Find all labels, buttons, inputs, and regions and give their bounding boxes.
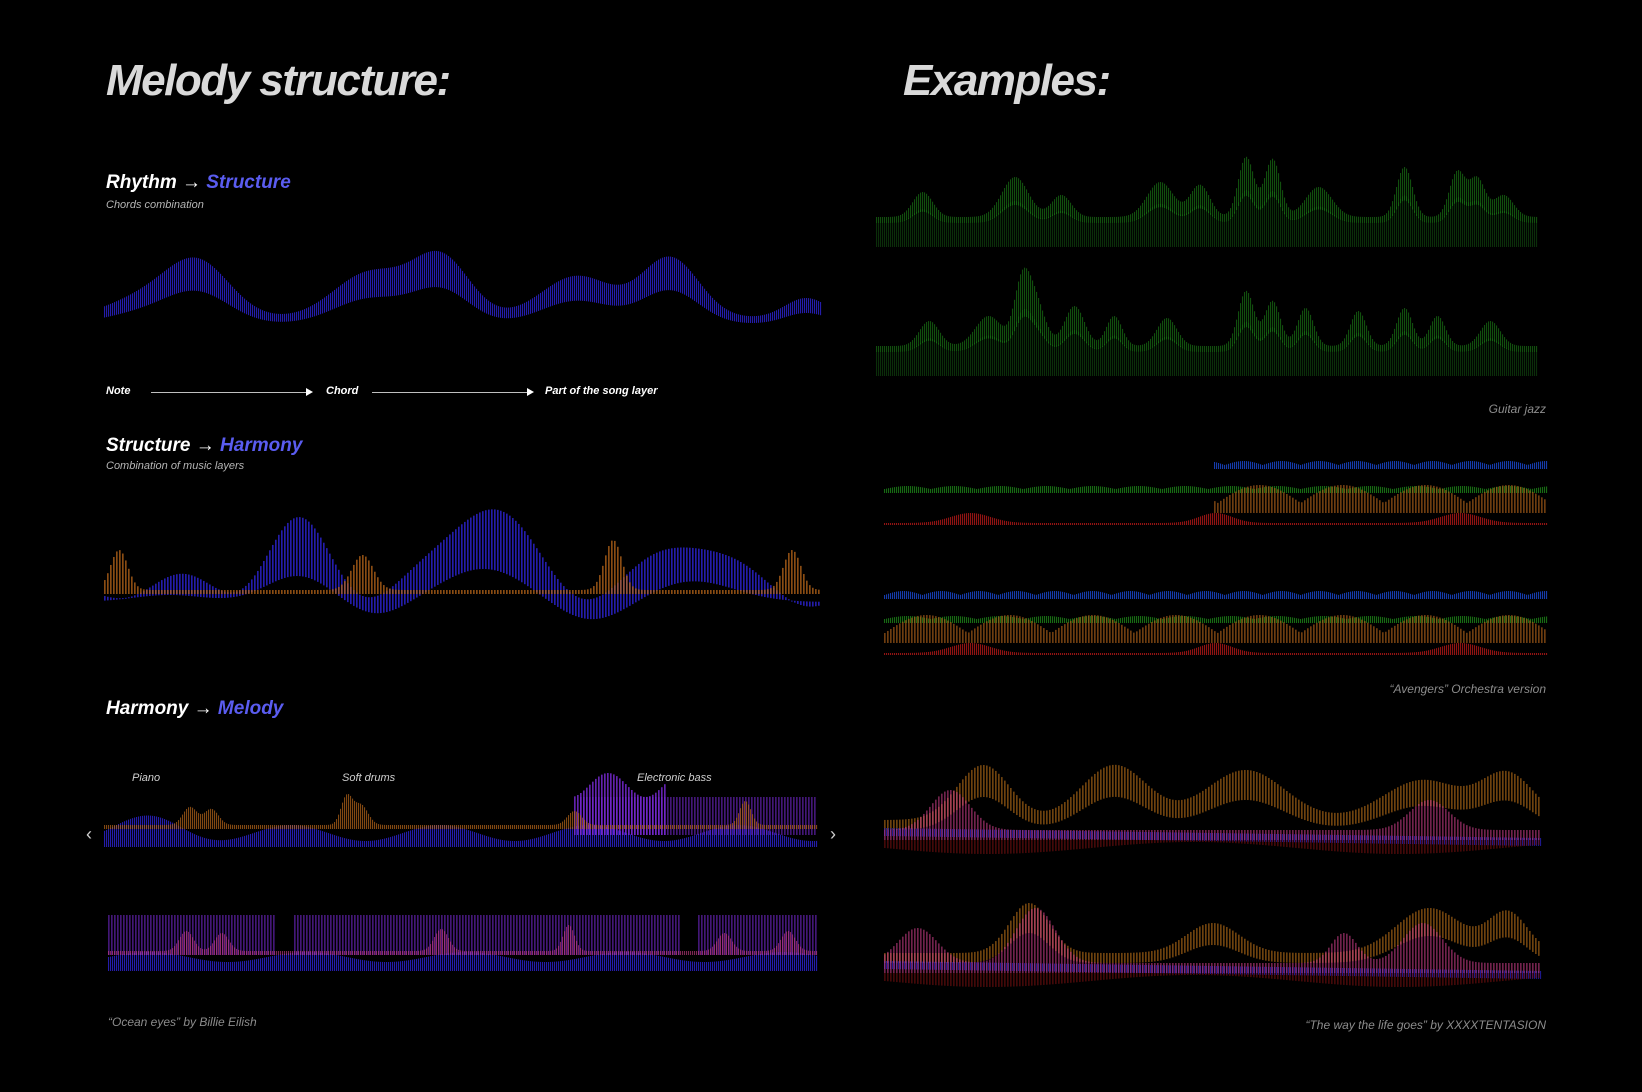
flow-note-label: Note (106, 385, 131, 397)
rhythm-label: Rhythm (106, 172, 177, 193)
avengers-waveform-2 (884, 591, 1548, 655)
melody-structure-title: Melody structure: (106, 56, 451, 105)
avengers-waveform-1 (884, 461, 1548, 525)
examples-title: Examples: (903, 56, 1111, 105)
structure-harmony-heading: Structure → Harmony (106, 435, 302, 457)
soft-drums-label: Soft drums (342, 772, 396, 784)
carousel-next-icon[interactable]: › (830, 824, 836, 844)
rhythm-structure-heading: Rhythm → Structure (106, 172, 291, 194)
rhythm-waveform (104, 250, 822, 323)
arrow-icon: → (193, 698, 213, 719)
structure-label: Structure (206, 172, 291, 193)
carousel-prev-icon[interactable]: ‹ (86, 824, 92, 844)
arrow-icon: → (182, 172, 202, 193)
melody-label: Melody (217, 698, 284, 719)
harmony-waveform (104, 509, 820, 620)
structure-from-label: Structure (106, 435, 191, 456)
electronic-bass-label: Electronic bass (637, 772, 712, 784)
flow-arrow-icon (151, 388, 313, 396)
piano-label: Piano (132, 772, 161, 784)
xxx-waveform-2 (884, 903, 1542, 987)
ocean-eyes-caption: “Ocean eyes” by Billie Eilish (108, 1015, 257, 1029)
rhythm-subtitle: Chords combination (106, 199, 204, 211)
harmony-label: Harmony (220, 435, 303, 456)
melody-waveform-2 (108, 915, 818, 971)
guitar-jazz-caption: Guitar jazz (1488, 402, 1546, 416)
melody-waveform-1 (104, 773, 818, 847)
flow-chord-label: Chord (326, 385, 359, 397)
guitar-jazz-waveform-1 (876, 156, 1538, 247)
xxx-caption: “The way the life goes” by XXXXTENTASION (1305, 1018, 1546, 1032)
guitar-jazz-waveform-2 (876, 267, 1538, 376)
harmony-from-label: Harmony (106, 698, 189, 719)
avengers-caption: “Avengers” Orchestra version (1389, 682, 1546, 696)
structure-subtitle: Combination of music layers (106, 460, 245, 472)
xxx-waveform-1 (884, 764, 1542, 854)
harmony-melody-heading: Harmony → Melody (106, 698, 283, 720)
arrow-icon: → (195, 435, 215, 456)
flow-layer-label: Part of the song layer (545, 385, 658, 397)
flow-arrow-icon (372, 388, 534, 396)
